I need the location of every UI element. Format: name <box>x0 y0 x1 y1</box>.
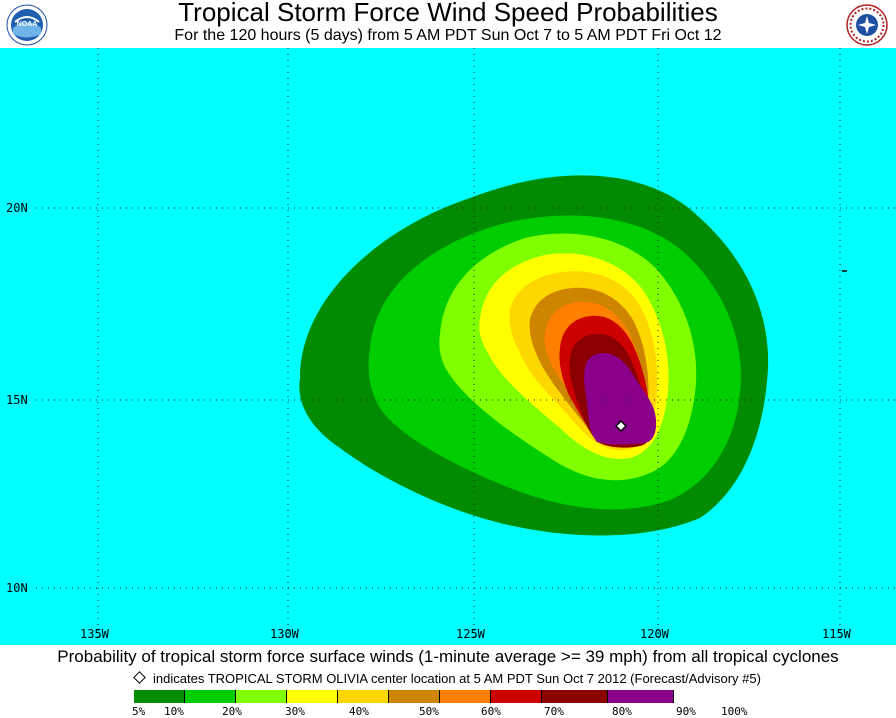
legend-label: 40% <box>349 705 369 718</box>
legend-label: 30% <box>285 705 305 718</box>
contour-90-percent <box>584 353 657 445</box>
page-title: Tropical Storm Force Wind Speed Probabil… <box>178 0 718 27</box>
axis-labels: 135W 130W 125W 120W 115W 20N 15N 10N <box>6 201 852 641</box>
legend-swatch <box>542 690 608 703</box>
longitude-label: 135W <box>80 627 110 641</box>
storm-center-note: indicates TROPICAL STORM OLIVIA center l… <box>0 671 896 686</box>
legend-label: 70% <box>544 705 564 718</box>
footer: Probability of tropical storm force surf… <box>0 645 896 718</box>
storm-center-note-text: indicates TROPICAL STORM OLIVIA center l… <box>153 671 761 686</box>
lat-lon-grid <box>36 48 896 638</box>
latitude-label: 15N <box>6 393 28 407</box>
legend-label: 100% <box>721 705 748 718</box>
legend-label: 60% <box>481 705 501 718</box>
legend-swatch <box>338 690 389 703</box>
legend-swatch <box>389 690 440 703</box>
legend-color-bar <box>134 690 674 703</box>
nws-logo-icon <box>846 4 888 46</box>
legend-swatch <box>236 690 287 703</box>
legend-swatch <box>185 690 236 703</box>
page-subtitle: For the 120 hours (5 days) from 5 AM PDT… <box>174 27 722 44</box>
latitude-label: 20N <box>6 201 28 215</box>
map-canvas: 135W 130W 125W 120W 115W 20N 15N 10N <box>0 48 896 645</box>
legend-label: 20% <box>222 705 242 718</box>
latitude-label: 10N <box>6 581 28 595</box>
longitude-label: 125W <box>456 627 486 641</box>
legend-label: 50% <box>419 705 439 718</box>
noaa-logo-icon: NOAA <box>6 4 48 46</box>
legend-label: 80% <box>612 705 632 718</box>
legend-swatch <box>134 690 185 703</box>
probability-map: 135W 130W 125W 120W 115W 20N 15N 10N <box>0 48 896 645</box>
storm-center-marker <box>614 419 628 433</box>
map-caption: Probability of tropical storm force surf… <box>57 647 839 666</box>
legend-label: 10% <box>164 705 184 718</box>
legend-swatch <box>608 690 674 703</box>
header: NOAA Tropical Storm Force Wind Speed Pro… <box>0 0 896 48</box>
longitude-label: 130W <box>270 627 300 641</box>
longitude-label: 115W <box>822 627 852 641</box>
legend-label: 90% <box>676 705 696 718</box>
diamond-icon <box>133 671 146 684</box>
legend-labels: 5% 10% 20% 30% 40% 50% 60% 70% 80% 90% 100% <box>0 705 896 718</box>
legend-swatch <box>287 690 338 703</box>
longitude-label: 120W <box>640 627 670 641</box>
legend-label: 5% <box>132 705 146 718</box>
legend-swatch <box>491 690 542 703</box>
svg-text:NOAA: NOAA <box>17 21 38 28</box>
legend-swatch <box>440 690 491 703</box>
